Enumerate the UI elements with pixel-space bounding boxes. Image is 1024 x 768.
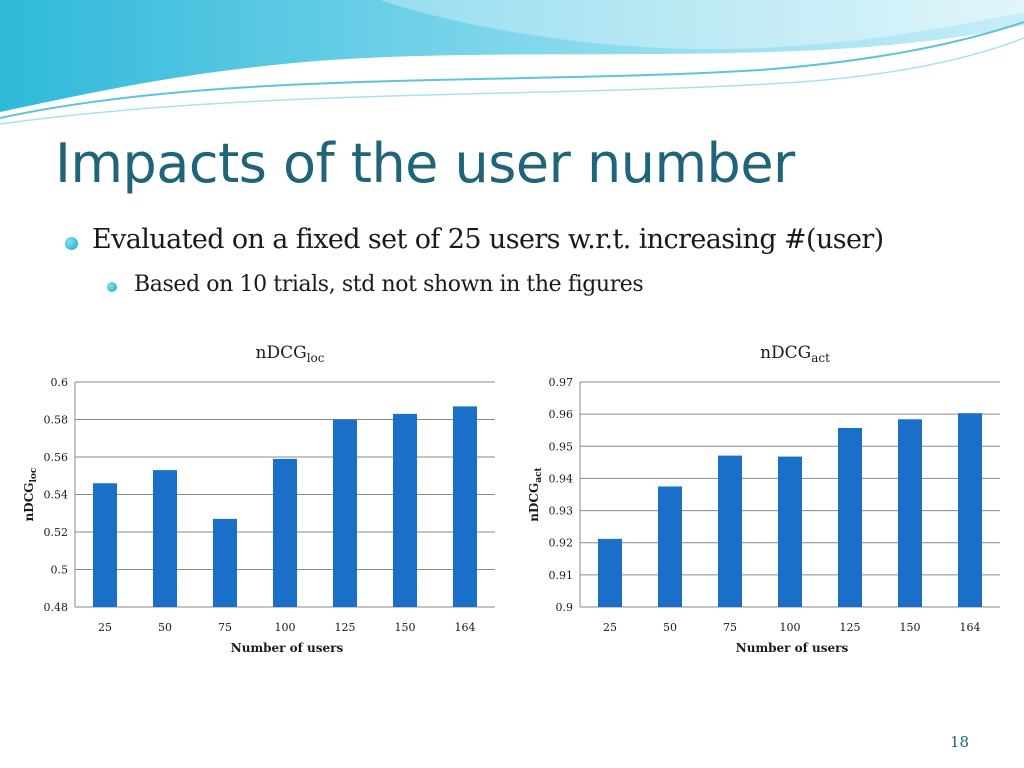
x-tick-label: 164 xyxy=(455,621,476,634)
chart-ndcg-loc: nDCGloc 0.48 0.5 0.52 0.54 0.56 0.58 0.6 25 50 75 1… xyxy=(15,330,505,660)
x-tick-label: 150 xyxy=(395,621,416,634)
x-tick-label: 50 xyxy=(158,621,172,634)
bar xyxy=(658,486,682,607)
chart-svg: nDCGloc 0.48 0.5 0.52 0.54 0.56 0.58 0.6 25 50 75 1… xyxy=(22,343,495,655)
page-number: 18 xyxy=(950,733,970,751)
x-tick-label: 100 xyxy=(780,621,801,634)
x-tick-label: 100 xyxy=(275,621,296,634)
bullet-dot-icon xyxy=(107,282,117,292)
header-wave-banner xyxy=(0,0,1024,125)
y-axis-label: nDCGact xyxy=(527,466,544,521)
bar xyxy=(273,458,297,607)
y-tick-label: 0.92 xyxy=(549,537,574,550)
x-tick-label: 150 xyxy=(900,621,921,634)
y-tick-label: 0.48 xyxy=(44,601,69,614)
x-axis-label: Number of users xyxy=(231,641,344,655)
x-axis-label: Number of users xyxy=(736,641,849,655)
bar xyxy=(153,470,177,607)
y-tick-label: 0.6 xyxy=(51,376,69,389)
bar xyxy=(598,538,622,607)
bar xyxy=(838,427,862,607)
x-tick-label: 125 xyxy=(840,621,861,634)
bar xyxy=(718,455,742,607)
y-tick-label: 0.52 xyxy=(44,526,69,539)
y-tick-label: 0.97 xyxy=(549,376,574,389)
y-tick-label: 0.56 xyxy=(44,451,69,464)
y-tick-label: 0.91 xyxy=(549,569,574,582)
bar xyxy=(778,456,802,607)
y-tick-label: 0.9 xyxy=(556,601,574,614)
bullet-dot-icon xyxy=(65,237,78,250)
chart-title: nDCGact xyxy=(760,343,830,365)
chart-svg: nDCGact 0.9 0.91 0.92 0.93 0.94 0.95 0.96 0.97 25… xyxy=(527,343,1000,655)
y-tick-label: 0.96 xyxy=(549,408,574,421)
x-tick-label: 125 xyxy=(335,621,356,634)
y-tick-label: 0.54 xyxy=(44,489,69,502)
x-tick-label: 25 xyxy=(98,621,112,634)
bullet-primary: Evaluated on a fixed set of 25 users w.r… xyxy=(92,224,884,255)
y-tick-label: 0.58 xyxy=(44,414,69,427)
slide-title: Impacts of the user number xyxy=(55,132,795,195)
bar xyxy=(453,406,477,607)
x-tick-label: 25 xyxy=(603,621,617,634)
bar xyxy=(93,483,117,607)
bar xyxy=(898,419,922,607)
bar xyxy=(213,518,237,607)
y-tick-label: 0.5 xyxy=(51,564,69,577)
y-tick-label: 0.94 xyxy=(549,472,574,485)
y-tick-label: 0.93 xyxy=(549,505,574,518)
x-tick-label: 75 xyxy=(218,621,232,634)
chart-ndcg-act: nDCGact 0.9 0.91 0.92 0.93 0.94 0.95 0.96 0.97 25… xyxy=(520,330,1010,660)
bullet-secondary: Based on 10 trials, std not shown in the… xyxy=(134,272,644,297)
bar xyxy=(333,419,357,607)
x-tick-label: 50 xyxy=(663,621,677,634)
bar xyxy=(393,413,417,607)
x-tick-label: 164 xyxy=(960,621,981,634)
x-tick-label: 75 xyxy=(723,621,737,634)
y-axis-label: nDCGloc xyxy=(22,467,39,521)
chart-title: nDCGloc xyxy=(256,343,325,365)
bar xyxy=(958,413,982,607)
y-tick-label: 0.95 xyxy=(549,440,574,453)
